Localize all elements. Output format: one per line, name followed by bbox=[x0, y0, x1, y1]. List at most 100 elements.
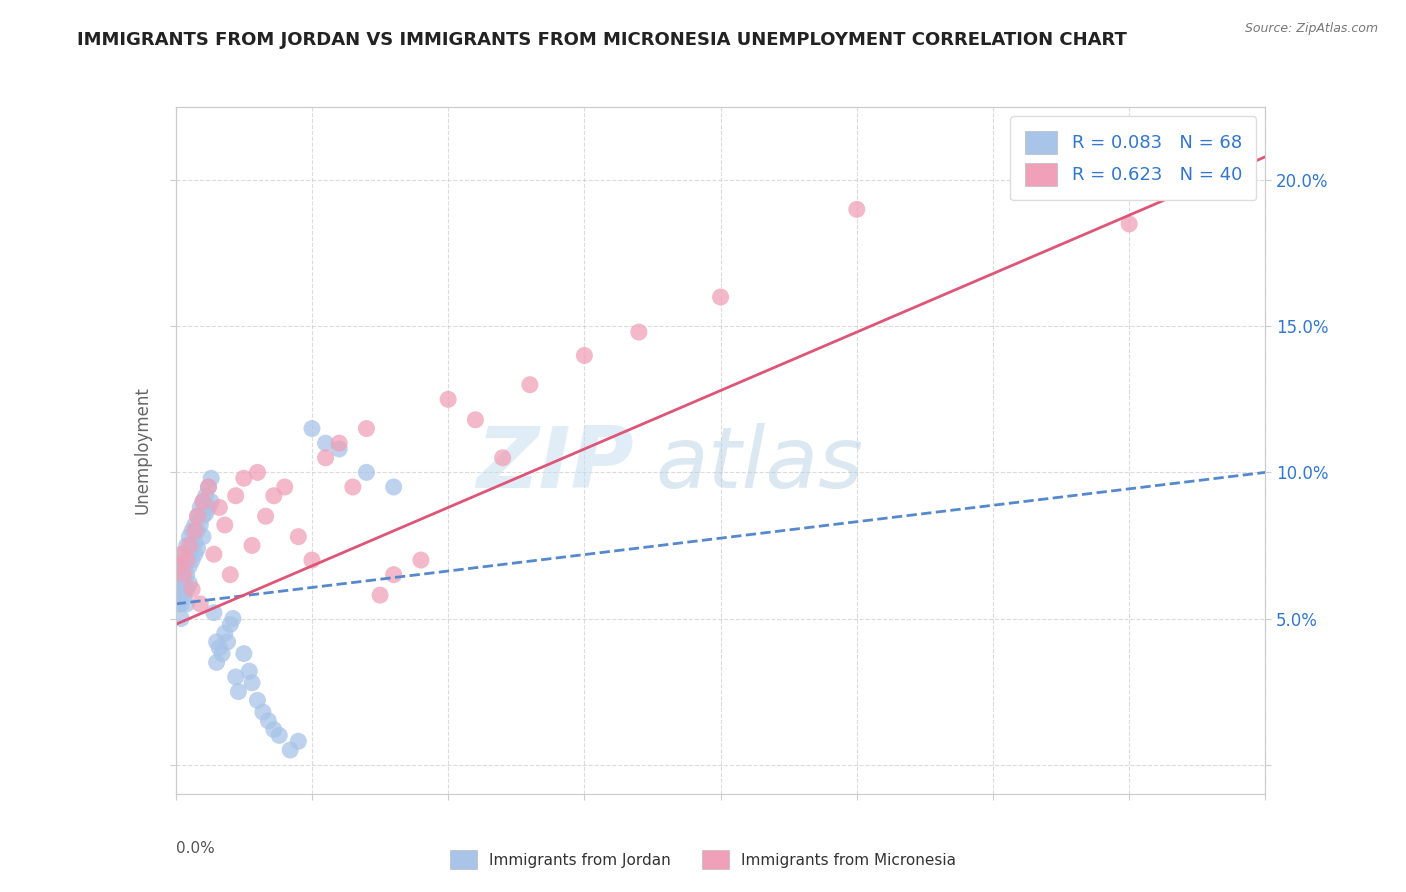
Point bbox=[315, 436, 337, 450]
Point bbox=[464, 413, 486, 427]
Point bbox=[205, 635, 228, 649]
Point bbox=[176, 597, 198, 611]
Point bbox=[328, 436, 350, 450]
Point bbox=[356, 421, 378, 435]
Point bbox=[240, 538, 263, 552]
Point bbox=[269, 728, 291, 742]
Point bbox=[170, 597, 193, 611]
Point bbox=[176, 553, 198, 567]
Point bbox=[170, 567, 193, 582]
Point bbox=[208, 500, 231, 515]
Point bbox=[238, 664, 260, 678]
Point bbox=[179, 547, 201, 561]
Point bbox=[197, 480, 219, 494]
Point bbox=[179, 538, 201, 552]
Point bbox=[167, 567, 190, 582]
Point bbox=[194, 506, 217, 520]
Point bbox=[191, 494, 214, 508]
Point bbox=[173, 547, 195, 561]
Text: ZIP: ZIP bbox=[475, 423, 633, 506]
Point bbox=[301, 553, 323, 567]
Legend: Immigrants from Jordan, Immigrants from Micronesia: Immigrants from Jordan, Immigrants from … bbox=[443, 844, 963, 875]
Point bbox=[176, 553, 198, 567]
Point bbox=[202, 606, 225, 620]
Point bbox=[315, 450, 337, 465]
Point bbox=[173, 574, 195, 588]
Point bbox=[228, 684, 250, 698]
Point bbox=[197, 500, 219, 515]
Point bbox=[574, 349, 596, 363]
Point bbox=[217, 635, 239, 649]
Point bbox=[214, 518, 236, 533]
Point bbox=[263, 489, 285, 503]
Point bbox=[197, 480, 219, 494]
Text: Source: ZipAtlas.com: Source: ZipAtlas.com bbox=[1244, 22, 1378, 36]
Point bbox=[167, 597, 190, 611]
Point bbox=[184, 547, 207, 561]
Point bbox=[627, 325, 650, 339]
Point bbox=[184, 524, 207, 538]
Y-axis label: Unemployment: Unemployment bbox=[134, 386, 152, 515]
Point bbox=[179, 530, 201, 544]
Point bbox=[382, 480, 405, 494]
Point bbox=[232, 647, 254, 661]
Point bbox=[170, 582, 193, 597]
Point bbox=[274, 480, 297, 494]
Point bbox=[173, 588, 195, 602]
Point bbox=[368, 588, 391, 602]
Point bbox=[188, 597, 211, 611]
Point bbox=[205, 656, 228, 670]
Point bbox=[382, 567, 405, 582]
Text: atlas: atlas bbox=[655, 423, 863, 506]
Point bbox=[254, 509, 277, 524]
Point bbox=[202, 547, 225, 561]
Point bbox=[519, 377, 541, 392]
Point bbox=[170, 611, 193, 625]
Point bbox=[342, 480, 364, 494]
Point bbox=[191, 494, 214, 508]
Point bbox=[219, 567, 242, 582]
Point bbox=[188, 518, 211, 533]
Point bbox=[240, 675, 263, 690]
Point bbox=[214, 626, 236, 640]
Point bbox=[278, 743, 301, 757]
Point bbox=[225, 670, 247, 684]
Legend: R = 0.083   N = 68, R = 0.623   N = 40: R = 0.083 N = 68, R = 0.623 N = 40 bbox=[1010, 116, 1257, 201]
Point bbox=[287, 530, 309, 544]
Text: 0.0%: 0.0% bbox=[176, 840, 215, 855]
Point bbox=[170, 558, 193, 573]
Text: IMMIGRANTS FROM JORDAN VS IMMIGRANTS FROM MICRONESIA UNEMPLOYMENT CORRELATION CH: IMMIGRANTS FROM JORDAN VS IMMIGRANTS FRO… bbox=[77, 31, 1128, 49]
Point bbox=[409, 553, 432, 567]
Point bbox=[356, 466, 378, 480]
Point bbox=[492, 450, 515, 465]
Point bbox=[179, 558, 201, 573]
Point bbox=[184, 535, 207, 549]
Point bbox=[181, 524, 204, 538]
Point bbox=[181, 553, 204, 567]
Point bbox=[186, 509, 209, 524]
Point bbox=[211, 647, 233, 661]
Point bbox=[184, 518, 207, 533]
Point bbox=[200, 494, 222, 508]
Point bbox=[252, 705, 274, 719]
Point bbox=[845, 202, 868, 217]
Point bbox=[208, 640, 231, 655]
Point bbox=[176, 538, 198, 552]
Point bbox=[222, 611, 245, 625]
Point bbox=[200, 471, 222, 485]
Point bbox=[176, 582, 198, 597]
Point bbox=[186, 541, 209, 556]
Point bbox=[173, 567, 195, 582]
Point bbox=[437, 392, 460, 407]
Point bbox=[170, 547, 193, 561]
Point bbox=[188, 500, 211, 515]
Point bbox=[167, 588, 190, 602]
Point bbox=[191, 530, 214, 544]
Point bbox=[257, 714, 280, 728]
Point bbox=[181, 538, 204, 552]
Point bbox=[173, 558, 195, 573]
Point bbox=[181, 582, 204, 597]
Point bbox=[176, 567, 198, 582]
Point bbox=[1118, 217, 1140, 231]
Point bbox=[225, 489, 247, 503]
